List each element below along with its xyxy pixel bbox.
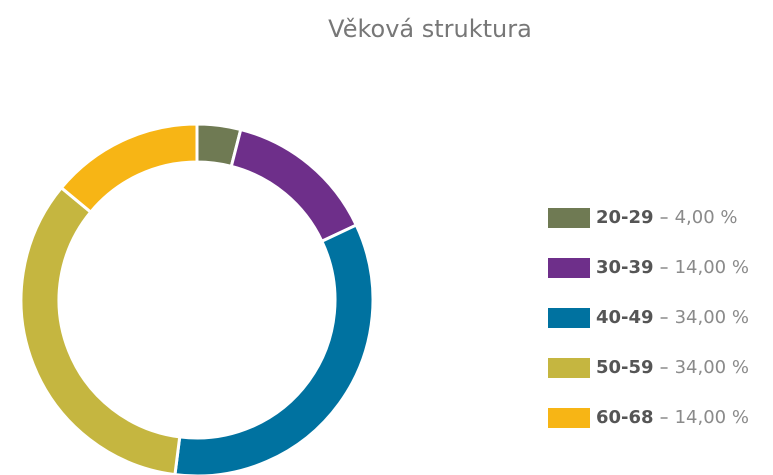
legend-swatch — [548, 358, 590, 378]
legend-value: 34,00 % — [675, 357, 749, 378]
donut-segment — [19, 185, 182, 475]
legend-value: 34,00 % — [675, 307, 749, 328]
legend-category: 20-29 — [596, 207, 654, 228]
donut-segment — [173, 223, 375, 475]
legend-category: 60-68 — [596, 407, 654, 428]
legend-swatch — [548, 258, 590, 278]
legend-swatch — [548, 208, 590, 228]
legend-swatch — [548, 308, 590, 328]
donut-segment — [59, 122, 199, 215]
legend-value: 4,00 % — [675, 207, 738, 228]
legend-category: 40-49 — [596, 307, 654, 328]
chart-title: Věková struktura — [328, 15, 532, 43]
donut-segment — [229, 127, 359, 244]
legend-value: 14,00 % — [675, 257, 749, 278]
legend-swatch — [548, 408, 590, 428]
legend-category: 30-39 — [596, 257, 654, 278]
legend-value: 14,00 % — [675, 407, 749, 428]
legend-category: 50-59 — [596, 357, 654, 378]
